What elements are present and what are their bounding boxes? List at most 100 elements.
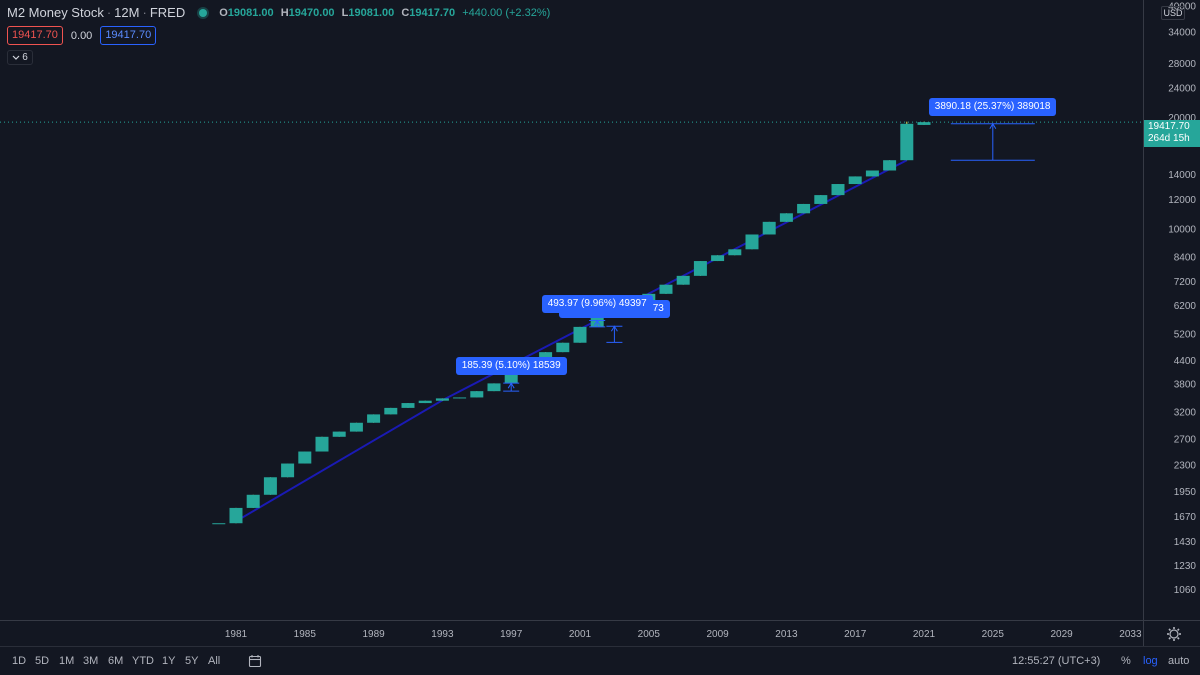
price-tick-label: 20000: [1168, 113, 1196, 124]
spread-value: 0.00: [70, 29, 93, 42]
price-tick-label: 1060: [1174, 585, 1197, 596]
symbol-legend: M2 Money Stock · 12M · FRED O19081.00 H1…: [7, 5, 554, 20]
sell-price-box[interactable]: 19417.70: [7, 26, 63, 45]
candle: [900, 123, 914, 161]
candle: [814, 195, 828, 204]
price-tick-label: 3800: [1174, 380, 1197, 391]
price-axis[interactable]: 1060 1230 1430 1670 1950 2300 2700 3200 3800 4400…: [1143, 0, 1200, 620]
candle: [728, 249, 742, 256]
legend-separator: ·: [106, 5, 112, 20]
price-tick-label: 10000: [1168, 224, 1196, 235]
candle: [693, 261, 707, 276]
candle: [883, 160, 897, 171]
time-axis[interactable]: 1981 1985 1989 1993 1997 2001 2005 2009 2013 2017…: [0, 620, 1143, 646]
change-value: +440.00 (+2.32%): [462, 6, 551, 19]
candle: [573, 326, 587, 343]
price-axis-ticks: 1060 1230 1430 1670 1950 2300 2700 3200 3800 4400…: [1168, 2, 1197, 596]
time-tick-label: 2021: [913, 629, 936, 640]
candle: [659, 284, 673, 294]
high-label: H: [280, 6, 289, 19]
candle: [384, 407, 398, 415]
chevron-down-icon: [12, 55, 20, 60]
timeframe-button[interactable]: 1D: [12, 655, 27, 667]
candle: [762, 221, 776, 235]
candle: [298, 451, 312, 464]
price-tick-label: 24000: [1168, 84, 1196, 95]
measure-label[interactable]: 3890.18 (25.37%) 389018: [928, 97, 1057, 116]
last-price-label: 19417.70 264d 15h: [1144, 120, 1200, 147]
price-tick-label: 40000: [1168, 2, 1196, 13]
low-label: L: [341, 6, 349, 19]
time-tick-label: 2025: [982, 629, 1005, 640]
measure-arrowhead: [507, 382, 515, 389]
candle: [504, 374, 518, 384]
axis-settings[interactable]: [1143, 620, 1200, 646]
timeframe-button[interactable]: 5Y: [185, 655, 199, 667]
time-tick-label: 1981: [225, 629, 248, 640]
time-tick-label: 1989: [362, 629, 385, 640]
open-value: 19081.00: [227, 6, 274, 19]
bar-countdown: 264d 15h: [1148, 133, 1190, 144]
price-tick-label: 14000: [1168, 170, 1196, 181]
candle: [367, 414, 381, 423]
candle: [246, 494, 260, 508]
time-tick-label: 1997: [500, 629, 523, 640]
trade-price-row: 19417.70 0.00 19417.70: [7, 26, 157, 45]
buy-price-box[interactable]: 19417.70: [100, 26, 157, 45]
percent-scale-toggle[interactable]: %: [1121, 655, 1131, 667]
candle: [212, 523, 226, 525]
price-tick-label: 4400: [1174, 356, 1197, 367]
time-tick-label: 2017: [844, 629, 867, 640]
currency-button[interactable]: USD: [1161, 6, 1185, 20]
chart-pane[interactable]: M2 Money Stock · 12M · FRED O19081.00 H1…: [0, 0, 1143, 620]
time-tick-label: 2013: [775, 629, 798, 640]
date-range-icon[interactable]: [248, 654, 262, 668]
price-tick-label: 1430: [1174, 537, 1197, 548]
timeframe-button[interactable]: 1Y: [162, 655, 176, 667]
timeframe-button[interactable]: 5D: [35, 655, 50, 667]
candle: [917, 122, 931, 125]
time-tick-label: 2029: [1050, 629, 1073, 640]
candle: [435, 398, 449, 401]
candle: [848, 176, 862, 185]
price-tick-label: 2300: [1174, 460, 1197, 471]
price-tick-label: 6200: [1174, 301, 1197, 312]
market-status-icon: [199, 8, 208, 17]
symbol-name[interactable]: M2 Money Stock: [7, 5, 104, 20]
timeframe-button[interactable]: All: [208, 655, 221, 667]
price-tick-label: 7200: [1174, 277, 1197, 288]
timeframe-button[interactable]: 3M: [83, 655, 99, 667]
timeframe-button[interactable]: 1M: [59, 655, 75, 667]
candle: [865, 170, 879, 177]
measure-label[interactable]: 185.39 (5.10%) 18539: [455, 357, 567, 376]
measure-label[interactable]: 493.97 (9.96%) 49397: [541, 294, 653, 313]
gear-icon[interactable]: [1144, 621, 1200, 647]
candle: [556, 342, 570, 353]
clock-timezone[interactable]: 12:55:27 (UTC+3): [1012, 655, 1101, 667]
candle: [229, 507, 243, 524]
interval-label[interactable]: 12M: [114, 5, 140, 20]
candle: [745, 234, 759, 250]
auto-scale-toggle[interactable]: auto: [1168, 655, 1190, 667]
candle: [779, 213, 793, 222]
open-label: O: [219, 6, 228, 19]
time-tick-label: 1993: [431, 629, 454, 640]
timeframe-button[interactable]: 6M: [108, 655, 124, 667]
price-tick-label: 8400: [1174, 252, 1197, 263]
candle: [831, 184, 845, 196]
price-tick-label: 12000: [1168, 195, 1196, 206]
legend-separator: ·: [142, 5, 147, 20]
candle: [539, 352, 553, 362]
candle: [418, 400, 432, 404]
log-scale-toggle[interactable]: log: [1143, 655, 1158, 667]
close-label: C: [401, 6, 410, 19]
candle: [315, 436, 329, 452]
time-tick-label: 1985: [294, 629, 317, 640]
indicators-toggle-button[interactable]: 6: [7, 50, 33, 65]
price-chart[interactable]: [0, 0, 1143, 620]
bottom-toolbar: 1D 5D 1M 3M 6M YTD 1Y 5Y All 12:55:27 (UTC+3) % …: [0, 646, 1200, 675]
timeframe-button[interactable]: YTD: [132, 655, 154, 667]
price-tick-label: 28000: [1168, 59, 1196, 70]
time-tick-label: 2033: [1119, 629, 1142, 640]
candle: [470, 391, 484, 398]
